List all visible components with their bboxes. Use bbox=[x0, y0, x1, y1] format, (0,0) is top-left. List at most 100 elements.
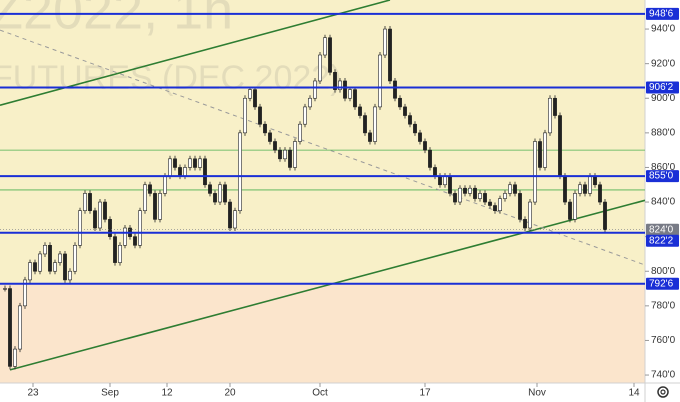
candle-body bbox=[478, 193, 482, 199]
candle-body bbox=[88, 193, 92, 212]
candle-body bbox=[573, 193, 577, 220]
candle-body bbox=[168, 158, 172, 177]
candle-body bbox=[238, 132, 242, 212]
candle-body bbox=[543, 132, 547, 168]
y-tick-label: 920'0 bbox=[651, 58, 676, 69]
candle-body bbox=[303, 106, 307, 125]
price-label: 855'0 bbox=[649, 171, 674, 182]
settings-icon-core bbox=[660, 389, 666, 395]
candle-body bbox=[33, 262, 37, 272]
candle-body bbox=[343, 80, 347, 99]
candle-body bbox=[18, 305, 22, 350]
plot-bands bbox=[0, 0, 645, 383]
candle-body bbox=[593, 175, 597, 186]
candle-body bbox=[178, 167, 182, 177]
candle-body bbox=[538, 141, 542, 168]
candle-body bbox=[278, 149, 282, 160]
y-tick-label: 740'0 bbox=[651, 370, 676, 381]
candle-body bbox=[313, 80, 317, 99]
price-label-bg bbox=[646, 223, 679, 236]
candle-body bbox=[348, 89, 352, 99]
price-label: 948'6 bbox=[649, 9, 674, 20]
candle-body bbox=[283, 149, 287, 160]
candle-body bbox=[153, 193, 157, 220]
candle-body bbox=[253, 89, 257, 108]
y-tick-label: 880'0 bbox=[651, 127, 676, 138]
candle-body bbox=[333, 72, 337, 90]
candle-body bbox=[78, 210, 82, 246]
candle-body bbox=[248, 89, 252, 99]
price-label-bg bbox=[646, 81, 679, 94]
candle-body bbox=[528, 201, 532, 229]
candle-body bbox=[388, 28, 392, 82]
candle-body bbox=[533, 141, 537, 203]
candle-body bbox=[358, 106, 362, 116]
candle-body bbox=[468, 187, 472, 194]
candle-body bbox=[53, 262, 57, 272]
candle-body bbox=[553, 97, 557, 116]
y-tick-label: 840'0 bbox=[651, 197, 676, 208]
candle-body bbox=[73, 244, 77, 272]
candle-body bbox=[393, 80, 397, 99]
candle-body bbox=[98, 201, 102, 229]
candle-body bbox=[603, 201, 607, 231]
candle-body bbox=[158, 193, 162, 220]
candle-body bbox=[233, 210, 237, 229]
candle-body bbox=[103, 201, 107, 220]
candle-body bbox=[38, 253, 42, 272]
candle-body bbox=[423, 141, 427, 151]
x-tick-label: 14 bbox=[628, 388, 640, 399]
candle-body bbox=[138, 210, 142, 246]
candle-body bbox=[263, 123, 267, 134]
candle-body bbox=[383, 28, 387, 56]
candle-body bbox=[568, 201, 572, 220]
candle-body bbox=[583, 184, 587, 194]
candle-body bbox=[183, 167, 187, 177]
price-label: 906'2 bbox=[649, 82, 674, 93]
price-label-bg bbox=[646, 170, 679, 183]
x-tick-label: 23 bbox=[27, 388, 39, 399]
candle-body bbox=[48, 244, 52, 272]
candle-body bbox=[118, 244, 122, 263]
y-tick-label: 780'0 bbox=[651, 300, 676, 311]
candle-body bbox=[28, 262, 32, 281]
candle-body bbox=[228, 201, 232, 229]
candle-body bbox=[398, 97, 402, 108]
candle-body bbox=[268, 132, 272, 142]
candle-body bbox=[518, 193, 522, 220]
candle-body bbox=[318, 54, 322, 82]
candle-body bbox=[223, 184, 227, 203]
y-tick-label: 760'0 bbox=[651, 335, 676, 346]
candle-body bbox=[488, 201, 492, 206]
watermark: Z2022, 1h FUTURES (DEC 2022) bbox=[0, 0, 342, 97]
y-tick-label: 800'0 bbox=[651, 266, 676, 277]
price-label-bg bbox=[646, 7, 679, 20]
price-label: 792'6 bbox=[649, 278, 674, 289]
price-label: 824'0 bbox=[649, 224, 674, 235]
candle-body bbox=[458, 187, 462, 203]
candle-body bbox=[193, 158, 197, 168]
candle-body bbox=[213, 193, 217, 203]
candle-body bbox=[493, 205, 497, 212]
candle-body bbox=[8, 288, 12, 367]
candle-body bbox=[413, 123, 417, 134]
candle-body bbox=[58, 253, 62, 263]
candle-body bbox=[548, 97, 552, 134]
candle-body bbox=[483, 193, 487, 203]
candle-body bbox=[403, 106, 407, 116]
candle-body bbox=[93, 210, 97, 229]
settings-icon[interactable] bbox=[657, 386, 669, 398]
candle-body bbox=[328, 37, 332, 73]
candle-body bbox=[578, 184, 582, 194]
candle-body bbox=[373, 106, 377, 142]
price-label-bg bbox=[646, 277, 679, 290]
candle-body bbox=[113, 236, 117, 263]
candle-body bbox=[368, 132, 372, 142]
candle-body bbox=[123, 227, 127, 246]
candle-body bbox=[443, 175, 447, 186]
candle-body bbox=[418, 132, 422, 142]
candle-body bbox=[203, 158, 207, 186]
candle-body bbox=[588, 175, 592, 194]
candle-body bbox=[523, 219, 527, 229]
settings-icon-ring bbox=[657, 386, 669, 398]
